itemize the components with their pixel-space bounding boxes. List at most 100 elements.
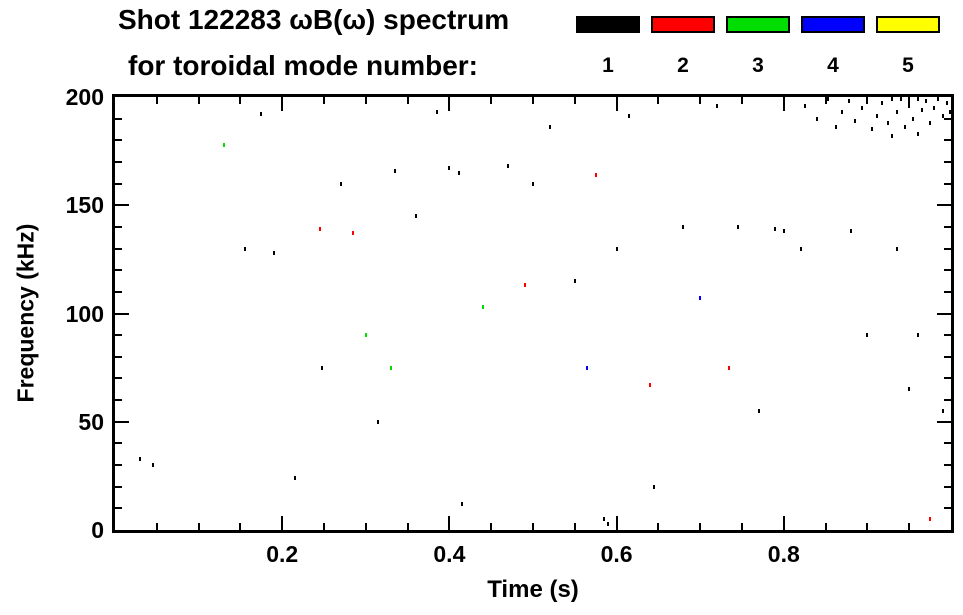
data-point-mode-1 [924, 99, 927, 104]
x-minor-tick [155, 97, 158, 104]
data-point-mode-4 [586, 365, 589, 370]
data-point-mode-1 [272, 250, 275, 255]
x-minor-tick [197, 523, 200, 530]
x-minor-tick [573, 97, 576, 104]
legend-number-mode-2: 2 [677, 54, 689, 77]
y-major-tick [115, 420, 129, 423]
x-minor-tick [699, 97, 702, 104]
legend-number-mode-5: 5 [902, 54, 914, 77]
y-minor-tick [115, 269, 122, 272]
data-point-mode-1 [881, 101, 884, 106]
x-major-tick [782, 516, 785, 530]
data-point-mode-1 [945, 101, 948, 106]
data-point-mode-1 [435, 110, 438, 115]
x-minor-tick [490, 97, 493, 104]
data-point-mode-3 [222, 142, 225, 147]
x-minor-tick [866, 523, 869, 530]
x-minor-tick [490, 523, 493, 530]
data-point-mode-1 [603, 517, 606, 522]
y-minor-tick [115, 507, 122, 510]
data-point-mode-1 [782, 229, 785, 234]
data-point-mode-1 [891, 133, 894, 138]
data-point-mode-1 [916, 333, 919, 338]
x-tick-label: 0.8 [767, 541, 800, 567]
x-minor-tick [741, 97, 743, 104]
x-minor-tick [824, 97, 827, 104]
data-point-mode-3 [481, 305, 484, 309]
y-tick-label: 0 [91, 517, 104, 543]
data-point-mode-1 [377, 419, 380, 424]
data-point-mode-1 [260, 112, 263, 117]
data-point-mode-1 [243, 246, 246, 251]
y-minor-tick [944, 117, 951, 120]
x-minor-tick [239, 523, 242, 530]
y-minor-tick [115, 290, 122, 293]
data-point-mode-1 [414, 214, 417, 219]
data-point-mode-1 [293, 476, 296, 481]
x-tick-label: 0.2 [266, 541, 299, 567]
data-point-mode-2 [352, 231, 355, 236]
chart-subtitle: for toroidal mode number: [128, 50, 478, 81]
x-major-tick [615, 97, 618, 111]
y-minor-tick [944, 464, 951, 467]
data-point-mode-1 [715, 103, 718, 108]
data-point-mode-1 [799, 246, 802, 251]
x-minor-tick [406, 97, 409, 104]
x-tick-label: 0.6 [600, 541, 633, 567]
data-point-mode-3 [364, 333, 367, 338]
data-point-mode-1 [506, 164, 509, 169]
data-point-mode-1 [860, 105, 863, 110]
data-point-mode-1 [827, 97, 830, 102]
y-minor-tick [115, 225, 122, 228]
x-minor-tick [824, 523, 827, 530]
data-point-mode-1 [139, 456, 142, 461]
y-tick-label: 150 [65, 192, 104, 219]
y-major-tick [937, 204, 951, 207]
x-major-tick [281, 516, 284, 530]
y-major-tick [937, 312, 951, 315]
x-minor-tick [741, 523, 743, 530]
x-minor-tick [532, 523, 534, 530]
data-point-mode-1 [853, 118, 856, 123]
data-point-mode-1 [548, 125, 551, 130]
legend-swatch-mode-2 [651, 16, 715, 33]
data-point-mode-1 [532, 181, 534, 186]
y-tick-label: 50 [78, 408, 104, 435]
legend-swatch-mode-4 [801, 16, 865, 33]
y-minor-tick [944, 225, 951, 228]
data-point-mode-3 [389, 365, 392, 370]
data-point-mode-1 [949, 110, 951, 115]
data-point-mode-1 [321, 365, 324, 370]
legend-swatch-mode-1 [576, 16, 640, 33]
data-point-mode-1 [876, 114, 879, 119]
x-minor-tick [364, 97, 367, 104]
data-point-mode-2 [523, 283, 526, 288]
data-point-mode-1 [908, 387, 911, 392]
data-point-mode-2 [728, 365, 731, 370]
y-minor-tick [944, 269, 951, 272]
data-point-mode-1 [803, 103, 806, 108]
legend-number-mode-3: 3 [752, 54, 764, 77]
y-minor-tick [115, 334, 122, 337]
data-point-mode-1 [866, 97, 869, 101]
data-point-mode-1 [895, 246, 898, 251]
y-major-tick [937, 420, 951, 423]
x-major-tick [615, 516, 618, 530]
x-minor-tick [699, 523, 702, 530]
x-major-tick [782, 97, 785, 111]
y-minor-tick [115, 377, 122, 380]
data-point-mode-1 [933, 105, 936, 110]
y-minor-tick [944, 139, 951, 142]
data-point-mode-1 [937, 97, 940, 102]
data-point-mode-1 [895, 110, 898, 115]
x-minor-tick [657, 97, 660, 104]
y-minor-tick [115, 442, 122, 445]
data-point-mode-2 [594, 172, 597, 177]
y-minor-tick [115, 139, 122, 142]
y-minor-tick [944, 507, 951, 510]
data-point-mode-1 [816, 116, 819, 121]
x-minor-tick [364, 523, 367, 530]
y-minor-tick [944, 442, 951, 445]
x-minor-tick [532, 97, 534, 104]
